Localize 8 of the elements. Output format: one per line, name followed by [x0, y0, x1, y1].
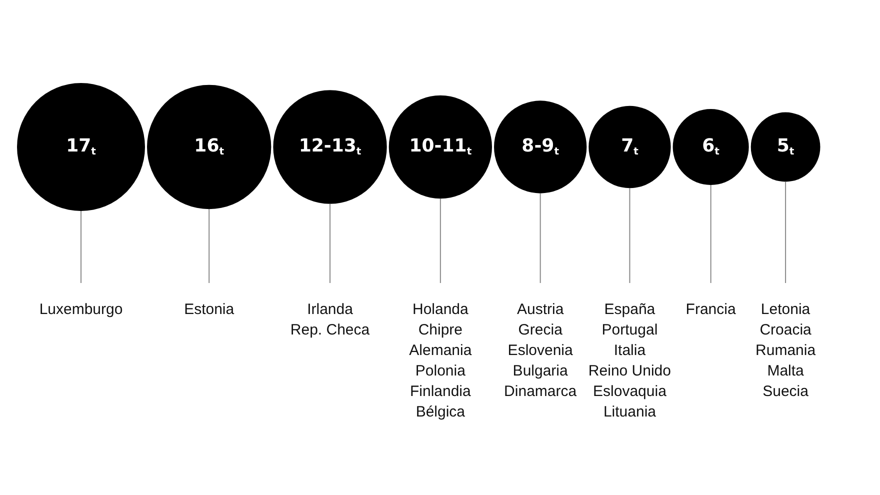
category-label: Letonia Croacia Rumania Malta Suecia — [756, 301, 816, 400]
category-label: Holanda Chipre Alemania Polonia Finlandia Bélgica — [409, 301, 472, 421]
category-label: Francia — [686, 301, 736, 318]
category-label: Austria Grecia Eslovenia Bulgaria Dinamarca — [504, 301, 578, 400]
category-label: Luxemburgo — [39, 301, 123, 318]
category-label: Estonia — [184, 301, 235, 318]
category-label: España Portugal Italia Reino Unido Eslovaquia Lituania — [588, 301, 671, 421]
category-label: Irlanda Rep. Checa — [290, 301, 370, 339]
